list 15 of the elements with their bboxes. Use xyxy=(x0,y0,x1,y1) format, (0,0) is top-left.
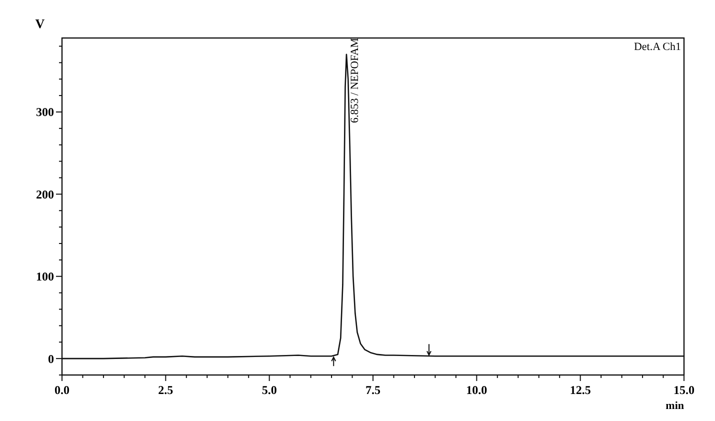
annotation: 6.853 / NEPOFAM xyxy=(349,38,362,123)
x-tick-label: 7.5 xyxy=(366,383,380,397)
x-tick-label: 12.5 xyxy=(570,383,591,397)
y-tick-label: 300 xyxy=(36,105,54,120)
y-tick-label: 200 xyxy=(36,187,54,202)
annotation: Det.A Ch1 xyxy=(634,41,681,53)
x-axis-title: min xyxy=(666,400,684,412)
x-tick-label: 2.5 xyxy=(158,383,174,397)
x-tick-label: 0.0 xyxy=(54,383,70,397)
x-tick-label: 5.0 xyxy=(262,383,277,397)
x-tick-label: 10.0 xyxy=(466,383,488,397)
y-tick-label: 100 xyxy=(36,270,54,284)
x-tick-label: 15.0 xyxy=(674,383,694,397)
y-tick-label: 0 xyxy=(48,352,54,366)
y-axis-title: V xyxy=(35,16,46,31)
